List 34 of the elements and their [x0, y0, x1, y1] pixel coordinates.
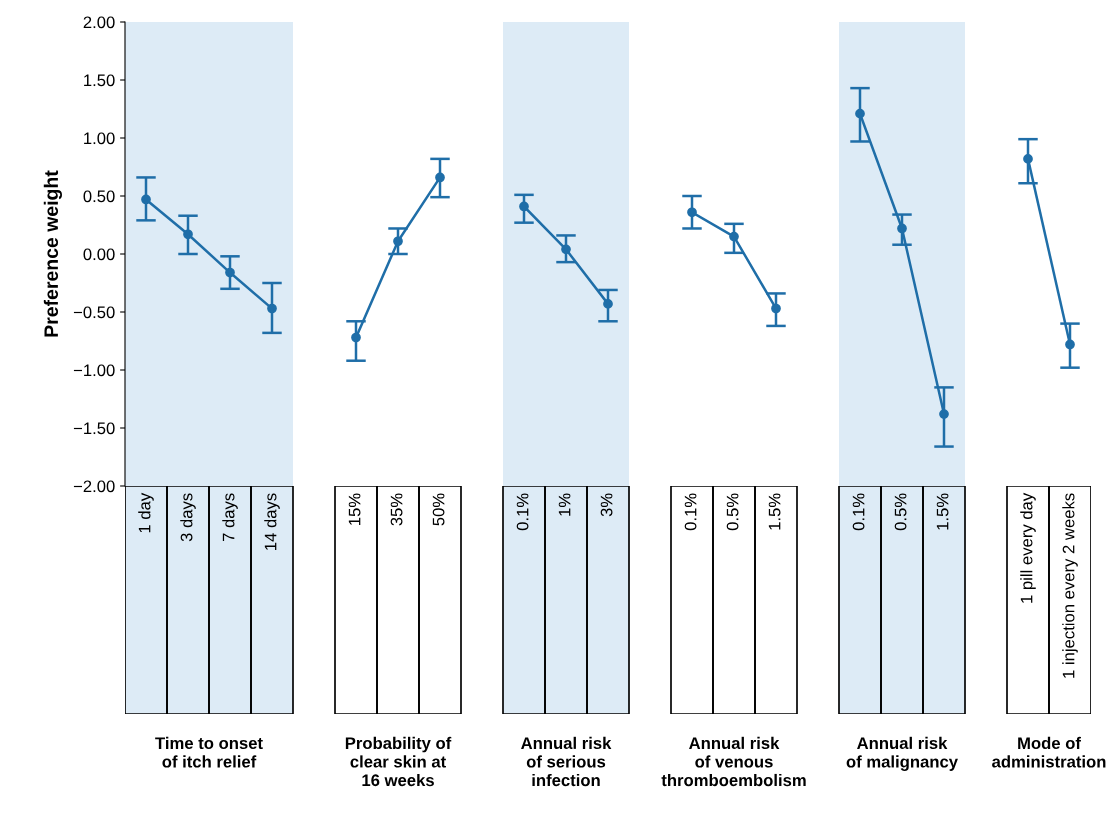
x-tick-label: 0.5%	[894, 493, 907, 531]
x-tick-label: 35%	[390, 493, 403, 526]
x-tick-label: 1.5%	[936, 493, 949, 530]
x-tick-label: 0.1%	[516, 493, 529, 531]
x-tick-label: 7 days	[222, 493, 238, 542]
text: Mode of administration	[992, 736, 1106, 768]
y-tick-label: 1.50	[84, 74, 115, 87]
x-tick-label: 1.5%	[768, 493, 781, 530]
text: Annual risk of serious infection	[521, 736, 612, 787]
y-tick-label: −2.00	[73, 480, 115, 493]
x-tick-label: 1 injection every 2 weeks	[1062, 493, 1078, 678]
x-tick-label: 0.1%	[684, 493, 697, 531]
y-tick-label: −0.50	[73, 306, 115, 319]
x-tick-label: 1 pill every day	[1020, 492, 1036, 603]
x-tick-label: 50%	[432, 493, 445, 526]
y-tick-label: −1.00	[73, 364, 115, 377]
y-tick-label: −1.50	[73, 422, 115, 435]
x-tick-label: 1%	[558, 493, 571, 516]
text: Annual risk of malignancy	[846, 736, 958, 771]
y-axis-title: Preference weight	[43, 170, 62, 337]
text: Probability of clear skin at 16 weeks	[345, 736, 452, 787]
x-tick-label: 15%	[348, 493, 361, 525]
x-tick-label: 3 days	[180, 493, 196, 542]
text: Annual risk of venous thromboembolism	[661, 736, 806, 787]
y-tick-label: 0.00	[83, 248, 115, 261]
y-tick-label: 1.00	[84, 132, 115, 145]
x-tick-label: 1 day	[138, 492, 154, 533]
x-tick-label: 0.1%	[852, 493, 865, 531]
text: Time to onset of itch relief	[155, 736, 263, 768]
x-tick-label: 14 days	[264, 493, 280, 550]
x-tick-label: 0.5%	[726, 493, 739, 531]
y-tick-label: 2.00	[83, 16, 115, 29]
y-tick-label: 0.50	[83, 190, 115, 203]
x-tick-label: 3%	[600, 493, 613, 517]
